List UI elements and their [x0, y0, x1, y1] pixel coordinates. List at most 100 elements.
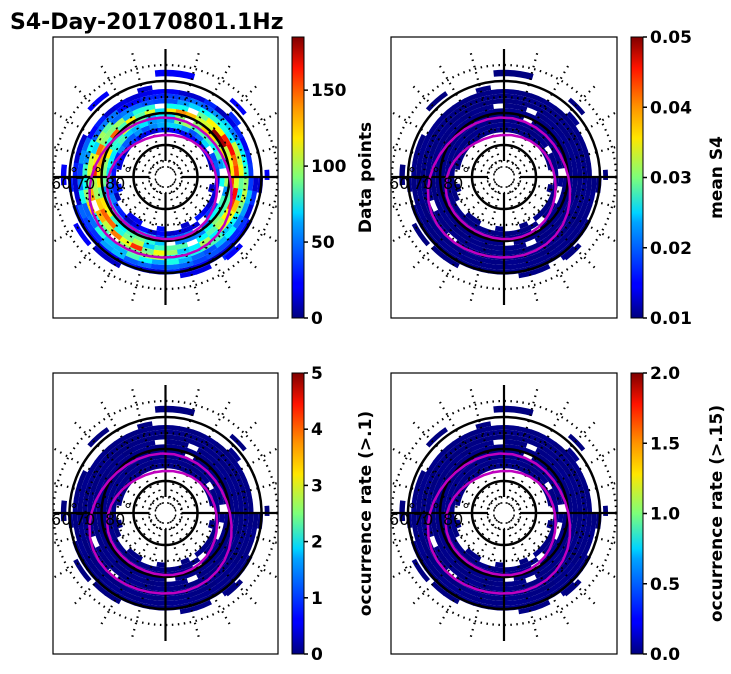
heatmap-bin [209, 142, 219, 153]
heatmap-bin [101, 219, 114, 233]
degree-symbol: ° [408, 164, 416, 183]
heatmap-bin [197, 465, 208, 475]
heatmap-bin [187, 578, 202, 588]
heatmap-bin [99, 532, 109, 545]
heatmap-bin [133, 569, 146, 579]
heatmap-bin [552, 553, 564, 566]
heatmap-bin [569, 490, 577, 503]
degree-symbol: ° [124, 164, 132, 183]
heatmap-bin [222, 145, 232, 158]
heatmap-bin [121, 138, 131, 148]
heatmap-bin [99, 543, 110, 557]
heatmap-bin [399, 164, 406, 186]
heatmap-bin [565, 228, 580, 244]
heatmap-bin [188, 438, 202, 448]
heatmap-bin [530, 591, 547, 602]
heatmap-bin [452, 151, 461, 162]
heatmap-bin [208, 449, 222, 462]
heatmap-bin [493, 69, 534, 81]
heatmap-bin [517, 426, 533, 435]
heatmap-bin [460, 447, 474, 458]
heatmap-bin [514, 242, 527, 250]
heatmap-bin [117, 134, 128, 146]
heatmap-bin [479, 246, 493, 255]
plot-area [391, 385, 617, 641]
heatmap-bin [191, 591, 208, 602]
heatmap-bin [480, 242, 494, 250]
heatmap-bin [582, 526, 591, 542]
heatmap-bin [441, 441, 456, 455]
heatmap-bin [198, 572, 212, 584]
heatmap-bin [205, 225, 218, 237]
heatmap-bin [528, 557, 539, 567]
heatmap-bin [431, 489, 439, 503]
heatmap-bin [586, 177, 592, 192]
heatmap-bin [130, 459, 142, 469]
heatmap-bin [462, 464, 473, 475]
heatmap-bin [193, 564, 206, 575]
heatmap-bin [77, 498, 84, 513]
heatmap-bin [204, 248, 221, 261]
dotted-meridian [468, 185, 503, 305]
heatmap-bin [142, 104, 156, 112]
dotted-meridian [53, 516, 158, 580]
latitude-label-60: 60 [389, 174, 409, 193]
heatmap-bin [555, 206, 566, 218]
heatmap-bin [520, 561, 531, 570]
dotted-meridian [437, 62, 501, 170]
heatmap-bin [451, 117, 465, 129]
heatmap-bin [133, 233, 146, 243]
heatmap-bin [131, 573, 145, 583]
heatmap-bin [213, 150, 222, 161]
heatmap-bin [582, 540, 593, 556]
heatmap-bin [481, 129, 491, 138]
heatmap-bin [200, 576, 215, 588]
heatmap-bin [113, 151, 122, 162]
heatmap-bin [463, 564, 475, 575]
dotted-meridian [507, 62, 571, 170]
heatmap-bin [133, 464, 144, 473]
heatmap-bin [140, 246, 154, 255]
heatmap-bin [232, 461, 245, 476]
heatmap-bin [437, 238, 453, 253]
heatmap-bin [153, 580, 166, 587]
latitude-label-60: 60 [389, 510, 409, 529]
heatmap-bin [204, 584, 221, 597]
heatmap-bin [582, 190, 591, 206]
heatmap-bin [213, 217, 226, 230]
heatmap-bin [555, 472, 566, 485]
heatmap-bin [543, 561, 557, 573]
heatmap-bin [223, 225, 237, 240]
heatmap-bin [113, 527, 122, 538]
heatmap-bin [194, 212, 204, 222]
heatmap-bin [518, 221, 529, 229]
heatmap-bin [164, 249, 178, 256]
heatmap-bin [178, 426, 194, 435]
heatmap-bin [576, 500, 583, 514]
heatmap-bin [146, 564, 157, 572]
heatmap-bin [188, 128, 198, 138]
heatmap-bin [481, 465, 491, 474]
heatmap-bin [95, 130, 107, 144]
heatmap-bin [178, 596, 195, 605]
heatmap-bin [110, 247, 126, 260]
colorbar-gradient [630, 36, 644, 319]
heatmap-bin [165, 434, 179, 441]
heatmap-bin [111, 520, 119, 530]
heatmap-bin [200, 542, 210, 552]
heatmap-bin [437, 574, 453, 589]
heatmap-bin [557, 177, 564, 187]
heatmap-bin [113, 434, 129, 446]
dotted-meridian [391, 446, 497, 510]
heatmap-bin [463, 451, 476, 462]
heatmap-bin [130, 556, 141, 566]
heatmap-bin [462, 128, 473, 139]
heatmap-bin [127, 468, 137, 478]
heatmap-bin [156, 561, 166, 568]
heatmap-bin [463, 250, 479, 261]
heatmap-bin [514, 246, 529, 255]
dotted-meridian [169, 398, 233, 506]
heatmap-bin [533, 599, 551, 611]
colorbar-tick-label: 0 [311, 309, 323, 329]
